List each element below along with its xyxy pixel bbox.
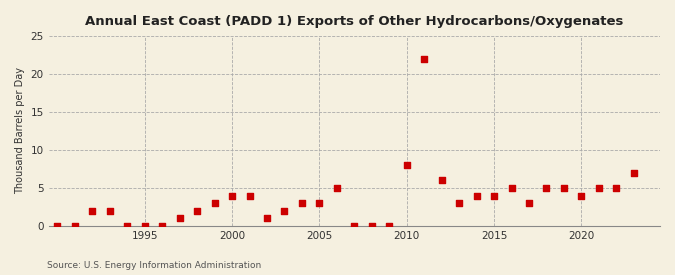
Point — [279, 208, 290, 213]
Point — [593, 186, 604, 190]
Text: Source: U.S. Energy Information Administration: Source: U.S. Energy Information Administ… — [47, 260, 261, 270]
Point — [331, 186, 342, 190]
Point — [489, 193, 500, 198]
Point — [52, 224, 63, 228]
Point — [244, 193, 255, 198]
Point — [454, 201, 464, 205]
Point — [418, 57, 429, 61]
Point — [262, 216, 273, 221]
Point — [157, 224, 167, 228]
Point — [349, 224, 360, 228]
Point — [70, 224, 80, 228]
Point — [384, 224, 395, 228]
Point — [367, 224, 377, 228]
Point — [87, 208, 98, 213]
Point — [122, 224, 133, 228]
Point — [209, 201, 220, 205]
Point — [541, 186, 552, 190]
Point — [296, 201, 307, 205]
Title: Annual East Coast (PADD 1) Exports of Other Hydrocarbons/Oxygenates: Annual East Coast (PADD 1) Exports of Ot… — [85, 15, 624, 28]
Point — [506, 186, 517, 190]
Point — [227, 193, 238, 198]
Point — [611, 186, 622, 190]
Point — [576, 193, 587, 198]
Point — [628, 170, 639, 175]
Point — [471, 193, 482, 198]
Point — [524, 201, 535, 205]
Point — [436, 178, 447, 183]
Point — [402, 163, 412, 167]
Point — [558, 186, 569, 190]
Point — [314, 201, 325, 205]
Point — [139, 224, 150, 228]
Y-axis label: Thousand Barrels per Day: Thousand Barrels per Day — [15, 67, 25, 194]
Point — [174, 216, 185, 221]
Point — [105, 208, 115, 213]
Point — [192, 208, 202, 213]
